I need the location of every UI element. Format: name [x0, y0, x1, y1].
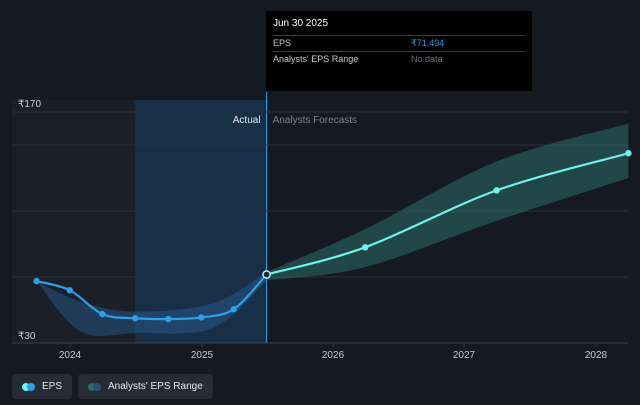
x-tick-label: 2026 [322, 350, 345, 361]
actual-label: Actual [233, 115, 261, 126]
legend-eps-label: EPS [42, 381, 63, 392]
x-tick-label: 2025 [191, 350, 214, 361]
tooltip-range-label: Analysts' EPS Range [273, 54, 359, 64]
eps-point-actual [99, 310, 106, 318]
y-tick-label-top: ₹170 [18, 99, 41, 110]
actual-highlight-region [135, 100, 267, 343]
tooltip-row-range: Analysts' EPS Range No data [273, 51, 525, 66]
legend-range-button[interactable]: Analysts' EPS Range [78, 374, 213, 399]
eps-point-actual [165, 315, 172, 323]
eps-point-forecast [493, 187, 500, 194]
hover-tooltip: Jun 30 2025 EPS ₹71.494 Analysts' EPS Ra… [266, 11, 532, 91]
eps-range-band-forecast [266, 123, 629, 281]
chart-legend: EPS Analysts' EPS Range [12, 374, 213, 399]
eps-point-forecast [362, 244, 369, 251]
eps-point-actual [33, 277, 40, 285]
forecast-label: Analysts Forecasts [273, 115, 357, 126]
eps-point-forecast [625, 150, 632, 157]
eps-points [33, 150, 632, 323]
tooltip-row-eps: EPS ₹71.494 [273, 35, 525, 51]
eps-point-actual [66, 287, 73, 294]
eps-line-forecast [266, 152, 629, 276]
eps-point-actual [198, 314, 205, 321]
tooltip-range-value: No data [411, 54, 443, 64]
legend-range-label: Analysts' EPS Range [108, 381, 203, 392]
tooltip-eps-label: EPS [273, 38, 292, 48]
eps-point-highlight [262, 270, 271, 279]
x-axis-ticks: 2024 2025 2026 2027 2028 [59, 343, 608, 361]
y-tick-label-bottom: ₹30 [18, 331, 36, 342]
range-legend-icon [88, 382, 102, 391]
eps-point-actual [131, 315, 139, 322]
eps-legend-icon [22, 382, 36, 391]
x-tick-label: 2028 [585, 350, 608, 361]
eps-point-actual [230, 305, 238, 313]
x-tick-label: 2027 [453, 350, 476, 361]
legend-eps-button[interactable]: EPS [12, 374, 73, 399]
eps-range-band-actual [36, 272, 267, 336]
tooltip-date: Jun 30 2025 [273, 18, 329, 29]
x-tick-label: 2024 [59, 350, 82, 361]
tooltip-eps-value: ₹71.494 [411, 38, 445, 48]
